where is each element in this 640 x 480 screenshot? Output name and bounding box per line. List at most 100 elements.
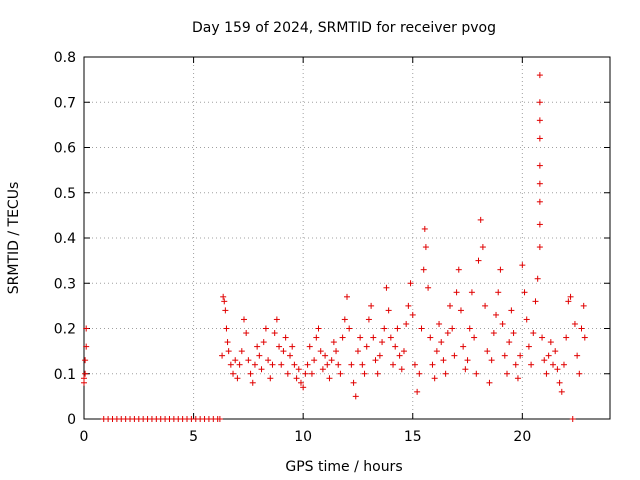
- data-point: [536, 72, 543, 79]
- data-point: [363, 343, 370, 350]
- data-point: [536, 162, 543, 169]
- data-point: [503, 370, 510, 377]
- data-point: [471, 334, 478, 341]
- data-point: [324, 361, 331, 368]
- data-point: [558, 388, 565, 395]
- data-point: [232, 357, 239, 364]
- data-point: [225, 348, 232, 355]
- data-point: [297, 379, 304, 386]
- data-point: [578, 325, 585, 332]
- data-point: [221, 298, 228, 305]
- data-point: [359, 361, 366, 368]
- x-axis-label: GPS time / hours: [285, 459, 402, 475]
- x-tick-label: 5: [189, 429, 198, 445]
- data-point: [464, 357, 471, 364]
- data-point: [536, 198, 543, 205]
- data-point: [495, 289, 502, 296]
- data-point: [482, 302, 489, 309]
- x-tick-label: 15: [404, 429, 422, 445]
- data-point: [348, 361, 355, 368]
- data-point: [220, 293, 227, 300]
- data-point: [238, 348, 245, 355]
- data-points: [81, 72, 588, 422]
- data-point: [514, 375, 521, 382]
- data-point: [306, 343, 313, 350]
- data-point: [407, 280, 414, 287]
- data-point: [449, 325, 456, 332]
- data-point: [574, 352, 581, 359]
- data-point: [519, 262, 526, 269]
- y-tick-label: 0.4: [54, 231, 76, 247]
- data-point: [81, 375, 87, 382]
- data-point: [479, 244, 486, 251]
- data-point: [510, 330, 517, 337]
- data-point: [547, 339, 554, 346]
- data-point: [83, 325, 90, 332]
- y-tick-label: 0.7: [54, 95, 76, 111]
- data-point: [346, 325, 353, 332]
- data-point: [352, 393, 359, 400]
- data-point: [227, 361, 234, 368]
- x-tick-label: 10: [294, 429, 312, 445]
- data-point: [440, 357, 447, 364]
- data-point: [385, 307, 392, 314]
- data-point: [330, 339, 337, 346]
- data-point: [536, 99, 543, 106]
- data-point: [83, 343, 90, 350]
- data-point: [438, 339, 445, 346]
- data-point: [400, 348, 407, 355]
- data-point: [240, 316, 247, 323]
- y-tick-label: 0.1: [54, 367, 76, 383]
- data-point: [475, 257, 482, 264]
- data-point: [295, 366, 302, 373]
- y-axis-label: SRMTID / TECUs: [6, 182, 22, 295]
- data-point: [269, 361, 276, 368]
- data-point: [409, 311, 416, 318]
- y-tick-label: 0.2: [54, 322, 76, 338]
- data-point: [350, 379, 357, 386]
- data-point: [219, 352, 226, 359]
- data-point: [560, 361, 567, 368]
- data-point: [536, 221, 543, 228]
- data-point: [280, 348, 287, 355]
- data-point: [552, 348, 559, 355]
- data-point: [249, 379, 256, 386]
- data-point: [416, 370, 423, 377]
- data-point: [357, 334, 364, 341]
- data-point: [567, 293, 574, 300]
- y-tick-label: 0.5: [54, 186, 76, 202]
- data-point: [222, 307, 229, 314]
- data-point: [576, 370, 583, 377]
- data-point: [247, 370, 254, 377]
- data-point: [236, 361, 243, 368]
- data-point: [289, 343, 296, 350]
- data-point: [420, 266, 427, 273]
- data-point: [390, 361, 397, 368]
- data-point: [368, 302, 375, 309]
- data-point: [374, 370, 381, 377]
- data-point: [372, 357, 379, 364]
- data-point: [317, 348, 324, 355]
- data-point: [230, 370, 237, 377]
- data-point: [326, 375, 333, 382]
- data-point: [379, 339, 386, 346]
- data-point: [341, 316, 348, 323]
- data-point: [444, 330, 451, 337]
- axis-ticks: 0 0.1 0.2 0.3 0.4 0.5 0.6 0.7 0.8 0 5 10 15 20: [54, 50, 610, 445]
- data-point: [337, 370, 344, 377]
- data-point: [425, 284, 432, 291]
- data-point: [545, 352, 552, 359]
- data-point: [365, 316, 372, 323]
- data-point: [421, 225, 428, 232]
- data-point: [284, 370, 291, 377]
- data-point: [414, 388, 421, 395]
- y-tick-label: 0.8: [54, 50, 76, 66]
- data-point: [536, 180, 543, 187]
- data-point: [308, 370, 315, 377]
- data-point: [245, 357, 252, 364]
- data-point: [311, 357, 318, 364]
- data-point: [251, 361, 258, 368]
- data-point: [333, 348, 340, 355]
- data-point: [427, 334, 434, 341]
